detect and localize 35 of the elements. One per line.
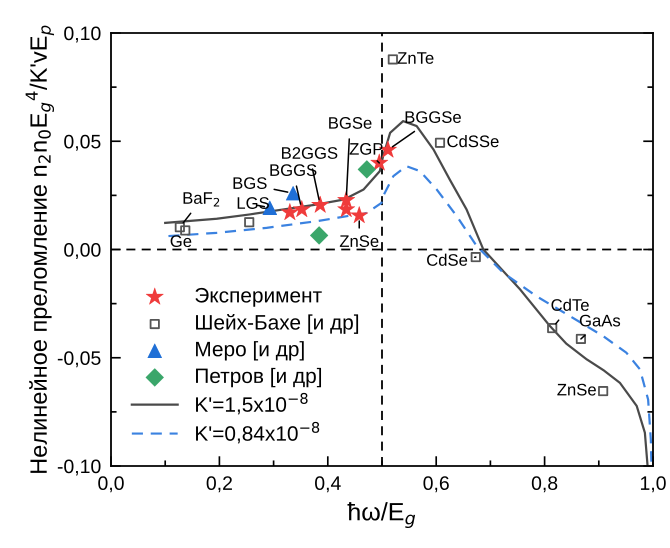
annotation: GaAs	[580, 314, 620, 326]
annotation: Ge	[170, 235, 192, 248]
annotation: ZnSe	[340, 235, 378, 248]
x-axis-title: ħω/E$_{g}$	[347, 502, 416, 528]
annotation: CdSe	[427, 254, 468, 266]
annotation: BaF$_{2}$	[184, 192, 220, 206]
x-tick-label: 0,6	[423, 476, 449, 492]
y-tick-label: -0,05	[58, 351, 100, 368]
annotation: ZnTe	[398, 52, 434, 64]
annotation: BGGS	[270, 164, 316, 176]
annotation: BGSe	[329, 117, 372, 129]
x-tick-label: 0,0	[98, 476, 124, 492]
text: Нелинейное преломление n$_{2}$n$_{0}$E$_{g}$$^{4}$/K'vE$_{p}$	[26, 26, 54, 473]
y-tick-label: 0,00	[64, 242, 101, 260]
x-tick-label: 0,8	[532, 476, 558, 492]
legend-label: Меро [и др]	[196, 341, 304, 361]
x-tick-label: 0,2	[206, 476, 232, 492]
annotation: LGS	[238, 197, 269, 209]
annotation: ZGP	[350, 143, 383, 155]
annotation: CdTe	[551, 298, 589, 311]
legend-label: K'=0,84x10$^{−8}$	[196, 422, 320, 444]
legend-label: Шейх-Бахе [и др]	[196, 314, 358, 334]
y-tick-label: -0,10	[58, 459, 101, 476]
x-tick-label: 1,0	[640, 476, 666, 492]
annotation: B2GGS	[282, 147, 338, 159]
annotation: BGS	[234, 177, 267, 190]
y-tick-label: 0,10	[64, 26, 101, 43]
annotation: BGGSe	[406, 111, 461, 123]
y-tick-label: 0,05	[64, 134, 100, 151]
x-tick-label: 0,4	[315, 476, 341, 492]
annotation: CdSSe	[447, 134, 499, 148]
legend-label: K'=1,5x10$^{−8}$	[196, 392, 308, 414]
annotation: ZnSe	[557, 384, 596, 396]
legend-label: Петров [и др]	[196, 368, 322, 388]
legend-label: Эксперимент	[195, 288, 322, 307]
